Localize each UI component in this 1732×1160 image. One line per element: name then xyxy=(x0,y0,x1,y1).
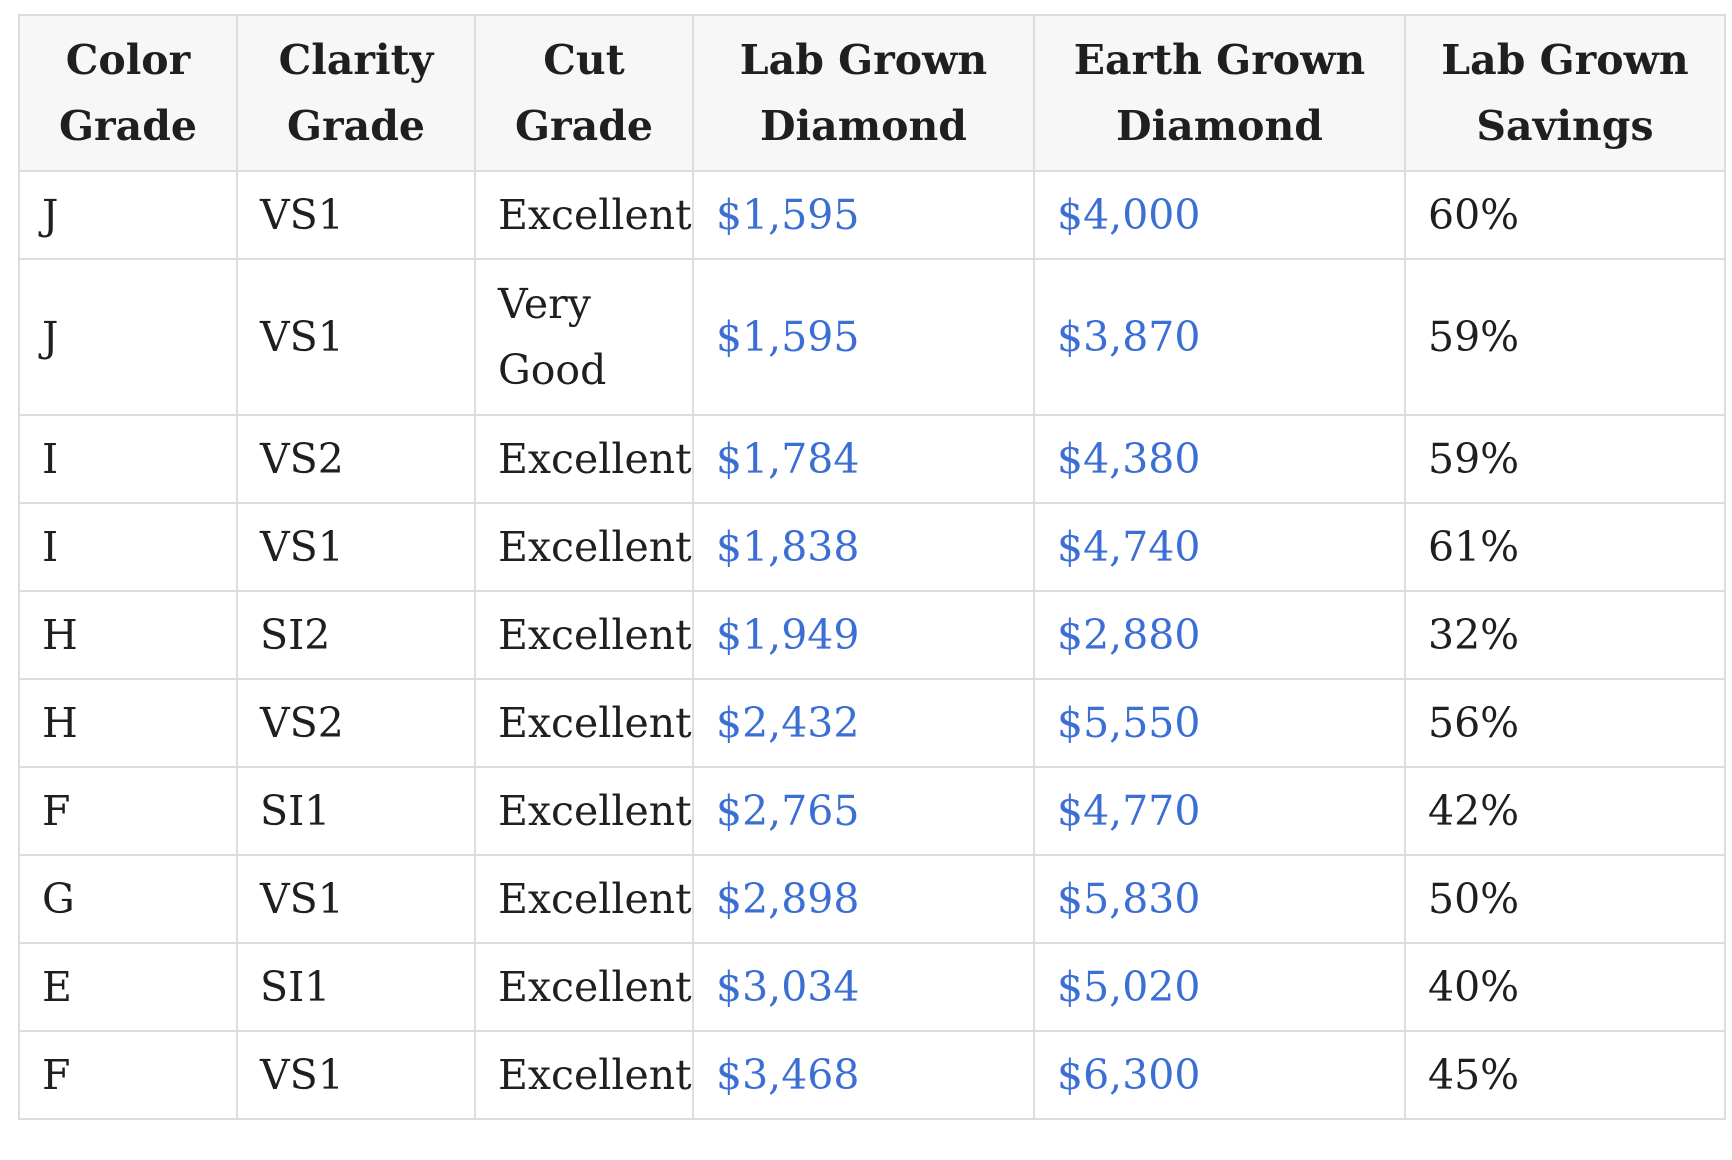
cut-grade-cell: Excellent xyxy=(474,170,694,260)
header-lab-grown-diamond: Lab Grown Diamond xyxy=(692,14,1035,172)
table-row: E SI1 Excellent $3,034 $5,020 40% xyxy=(18,942,1726,1032)
color-grade-cell: G xyxy=(18,854,238,944)
savings-cell: 56% xyxy=(1404,678,1726,768)
lab-grown-price-link[interactable]: $1,595 xyxy=(692,258,1035,416)
table-row: F SI1 Excellent $2,765 $4,770 42% xyxy=(18,766,1726,856)
color-grade-cell: E xyxy=(18,942,238,1032)
savings-cell: 40% xyxy=(1404,942,1726,1032)
header-line: Earth Grown xyxy=(1073,36,1366,84)
header-clarity-grade: Clarity Grade xyxy=(236,14,476,172)
header-line: Color xyxy=(65,36,191,84)
color-grade-cell: I xyxy=(18,502,238,592)
earth-grown-price-link[interactable]: $5,020 xyxy=(1033,942,1406,1032)
clarity-grade-cell: VS2 xyxy=(236,414,476,504)
color-grade-cell: J xyxy=(18,258,238,416)
cut-grade-cell: Excellent xyxy=(474,1030,694,1120)
earth-grown-price-link[interactable]: $4,000 xyxy=(1033,170,1406,260)
cut-grade-cell: Excellent xyxy=(474,766,694,856)
header-line: Lab Grown xyxy=(739,36,988,84)
lab-grown-price-link[interactable]: $3,034 xyxy=(692,942,1035,1032)
lab-grown-price-link[interactable]: $1,595 xyxy=(692,170,1035,260)
earth-grown-price-link[interactable]: $6,300 xyxy=(1033,1030,1406,1120)
header-line: Cut xyxy=(543,36,625,84)
savings-cell: 32% xyxy=(1404,590,1726,680)
cut-grade-cell: Excellent xyxy=(474,414,694,504)
color-grade-cell: F xyxy=(18,766,238,856)
header-cut-grade: Cut Grade xyxy=(474,14,694,172)
cut-grade-cell: Excellent xyxy=(474,942,694,1032)
header-row: Color Grade Clarity Grade Cut Grade Lab Gro… xyxy=(18,14,1726,172)
lab-grown-price-link[interactable]: $2,765 xyxy=(692,766,1035,856)
cut-grade-cell: Excellent xyxy=(474,502,694,592)
cut-grade-cell: Excellent xyxy=(474,590,694,680)
lab-grown-price-link[interactable]: $2,898 xyxy=(692,854,1035,944)
color-grade-cell: J xyxy=(18,170,238,260)
lab-grown-price-link[interactable]: $3,468 xyxy=(692,1030,1035,1120)
table-row: J VS1 Very Good $1,595 $3,870 59% xyxy=(18,258,1726,416)
clarity-grade-cell: SI1 xyxy=(236,766,476,856)
header-color-grade: Color Grade xyxy=(18,14,238,172)
cut-grade-cell: Very Good xyxy=(474,258,694,416)
header-line: Savings xyxy=(1476,102,1654,150)
table-row: F VS1 Excellent $3,468 $6,300 45% xyxy=(18,1030,1726,1120)
color-grade-cell: H xyxy=(18,590,238,680)
header-line: Lab Grown xyxy=(1441,36,1689,84)
header-line: Clarity xyxy=(278,36,434,84)
table-row: G VS1 Excellent $2,898 $5,830 50% xyxy=(18,854,1726,944)
clarity-grade-cell: SI2 xyxy=(236,590,476,680)
header-line: Grade xyxy=(59,102,197,150)
lab-grown-price-link[interactable]: $2,432 xyxy=(692,678,1035,768)
header-lab-grown-savings: Lab Grown Savings xyxy=(1404,14,1726,172)
table-row: I VS2 Excellent $1,784 $4,380 59% xyxy=(18,414,1726,504)
lab-grown-price-link[interactable]: $1,949 xyxy=(692,590,1035,680)
color-grade-cell: F xyxy=(18,1030,238,1120)
price-comparison-table: Color Grade Clarity Grade Cut Grade Lab Gro… xyxy=(18,14,1726,1120)
table-row: J VS1 Excellent $1,595 $4,000 60% xyxy=(18,170,1726,260)
table-row: I VS1 Excellent $1,838 $4,740 61% xyxy=(18,502,1726,592)
earth-grown-price-link[interactable]: $5,550 xyxy=(1033,678,1406,768)
header-line: Diamond xyxy=(1116,102,1323,150)
earth-grown-price-link[interactable]: $4,740 xyxy=(1033,502,1406,592)
earth-grown-price-link[interactable]: $4,380 xyxy=(1033,414,1406,504)
savings-cell: 45% xyxy=(1404,1030,1726,1120)
clarity-grade-cell: SI1 xyxy=(236,942,476,1032)
earth-grown-price-link[interactable]: $3,870 xyxy=(1033,258,1406,416)
price-comparison-table-container: Color Grade Clarity Grade Cut Grade Lab Gro… xyxy=(18,14,1726,1120)
lab-grown-price-link[interactable]: $1,838 xyxy=(692,502,1035,592)
table-row: H VS2 Excellent $2,432 $5,550 56% xyxy=(18,678,1726,768)
cut-grade-cell: Excellent xyxy=(474,678,694,768)
header-earth-grown-diamond: Earth Grown Diamond xyxy=(1033,14,1406,172)
earth-grown-price-link[interactable]: $2,880 xyxy=(1033,590,1406,680)
savings-cell: 61% xyxy=(1404,502,1726,592)
savings-cell: 59% xyxy=(1404,258,1726,416)
header-line: Grade xyxy=(515,102,653,150)
savings-cell: 59% xyxy=(1404,414,1726,504)
clarity-grade-cell: VS1 xyxy=(236,170,476,260)
clarity-grade-cell: VS1 xyxy=(236,1030,476,1120)
savings-cell: 60% xyxy=(1404,170,1726,260)
lab-grown-price-link[interactable]: $1,784 xyxy=(692,414,1035,504)
table-row: H SI2 Excellent $1,949 $2,880 32% xyxy=(18,590,1726,680)
clarity-grade-cell: VS1 xyxy=(236,502,476,592)
cut-grade-cell: Excellent xyxy=(474,854,694,944)
savings-cell: 50% xyxy=(1404,854,1726,944)
clarity-grade-cell: VS2 xyxy=(236,678,476,768)
header-line: Diamond xyxy=(760,102,967,150)
earth-grown-price-link[interactable]: $4,770 xyxy=(1033,766,1406,856)
color-grade-cell: I xyxy=(18,414,238,504)
savings-cell: 42% xyxy=(1404,766,1726,856)
header-line: Grade xyxy=(287,102,425,150)
earth-grown-price-link[interactable]: $5,830 xyxy=(1033,854,1406,944)
clarity-grade-cell: VS1 xyxy=(236,854,476,944)
clarity-grade-cell: VS1 xyxy=(236,258,476,416)
color-grade-cell: H xyxy=(18,678,238,768)
